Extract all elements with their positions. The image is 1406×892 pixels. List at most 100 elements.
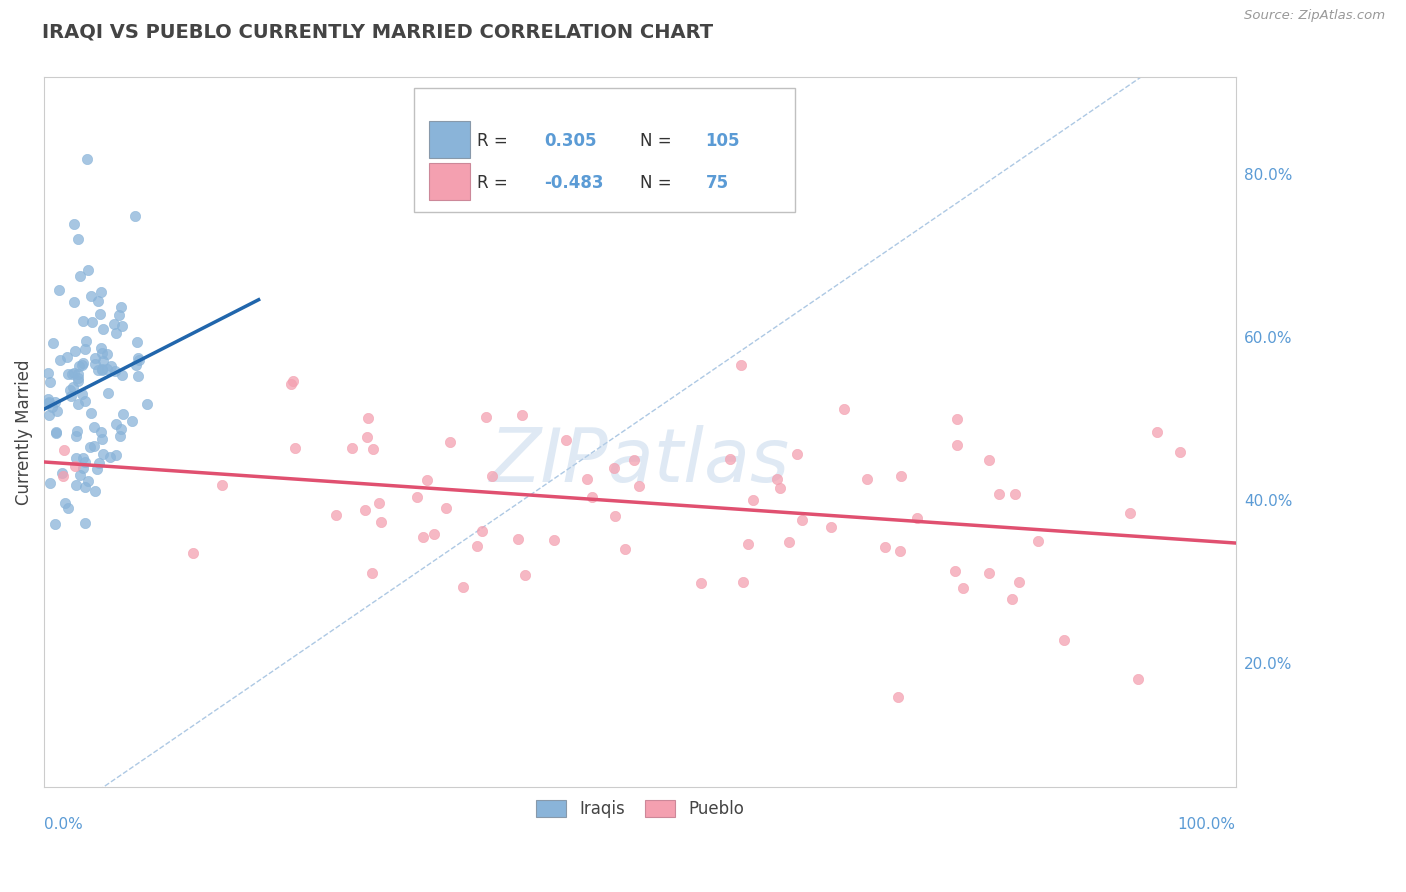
Point [977,453,1000,467]
Point [67,371,90,385]
Point [765,473,787,487]
Point [689,576,711,591]
Point [104,417,127,431]
Point [79,440,101,454]
Point [581,490,603,504]
Point [406,490,429,504]
Point [111,319,134,334]
Point [66,368,89,382]
Text: ZIPatlas: ZIPatlas [489,425,790,497]
Point [59,383,82,397]
Point [80,406,103,420]
Point [283,374,305,388]
Point [37,366,59,380]
FancyBboxPatch shape [429,121,470,158]
Point [66,425,89,439]
Point [96,347,118,361]
Point [945,437,967,451]
Point [889,544,911,558]
Point [280,376,302,391]
Point [356,429,378,443]
Point [1126,672,1149,686]
Text: 100.0%: 100.0% [1178,817,1236,832]
Point [416,473,439,487]
Point [91,361,114,376]
Point [127,368,149,383]
Point [742,492,765,507]
Point [481,468,503,483]
Point [342,441,364,455]
Point [72,461,94,475]
Point [38,408,60,422]
Text: 0.0%: 0.0% [44,817,83,832]
Point [44,395,66,409]
Point [515,568,537,582]
Point [465,540,488,554]
Point [83,351,105,365]
Point [474,409,496,424]
Point [65,477,87,491]
Point [127,351,149,365]
Point [555,433,578,447]
Point [86,462,108,476]
Point [790,513,813,527]
Point [62,380,84,394]
Point [46,404,69,418]
Point [423,526,446,541]
Point [127,335,149,350]
Point [91,354,114,368]
Text: R =: R = [477,174,508,192]
Point [907,510,929,524]
Point [360,566,382,580]
Point [1026,534,1049,549]
Point [63,217,86,231]
Point [412,530,434,544]
Point [875,540,897,554]
Point [90,425,112,439]
Point [979,566,1001,581]
Point [86,363,108,377]
Point [112,407,135,421]
Point [70,358,93,372]
Point [73,516,96,530]
Point [124,209,146,223]
Point [83,357,105,371]
FancyBboxPatch shape [429,163,470,200]
Point [136,397,159,411]
Point [66,232,89,246]
Point [90,363,112,377]
Point [211,478,233,492]
Point [91,322,114,336]
Point [730,359,752,373]
Text: 105: 105 [706,132,740,150]
Point [543,533,565,548]
Point [98,450,121,464]
Point [439,434,461,449]
Point [90,341,112,355]
Point [37,396,59,410]
Point [125,358,148,372]
Point [718,452,741,467]
Point [284,441,307,455]
Point [943,564,966,578]
Point [42,336,65,351]
Point [105,448,128,462]
Point [69,269,91,284]
Point [65,429,87,443]
Point [38,376,60,390]
Point [66,374,89,388]
Point [1004,487,1026,501]
Point [80,315,103,329]
Text: IRAQI VS PUEBLO CURRENTLY MARRIED CORRELATION CHART: IRAQI VS PUEBLO CURRENTLY MARRIED CORREL… [42,22,713,41]
Y-axis label: Currently Married: Currently Married [15,359,32,505]
Point [72,314,94,328]
Point [769,481,792,495]
Point [890,468,912,483]
Point [76,262,98,277]
Point [60,368,83,382]
Point [44,516,66,531]
Point [66,396,89,410]
Point [90,432,112,446]
Legend: Iraqis, Pueblo: Iraqis, Pueblo [529,793,751,824]
Point [83,420,105,434]
